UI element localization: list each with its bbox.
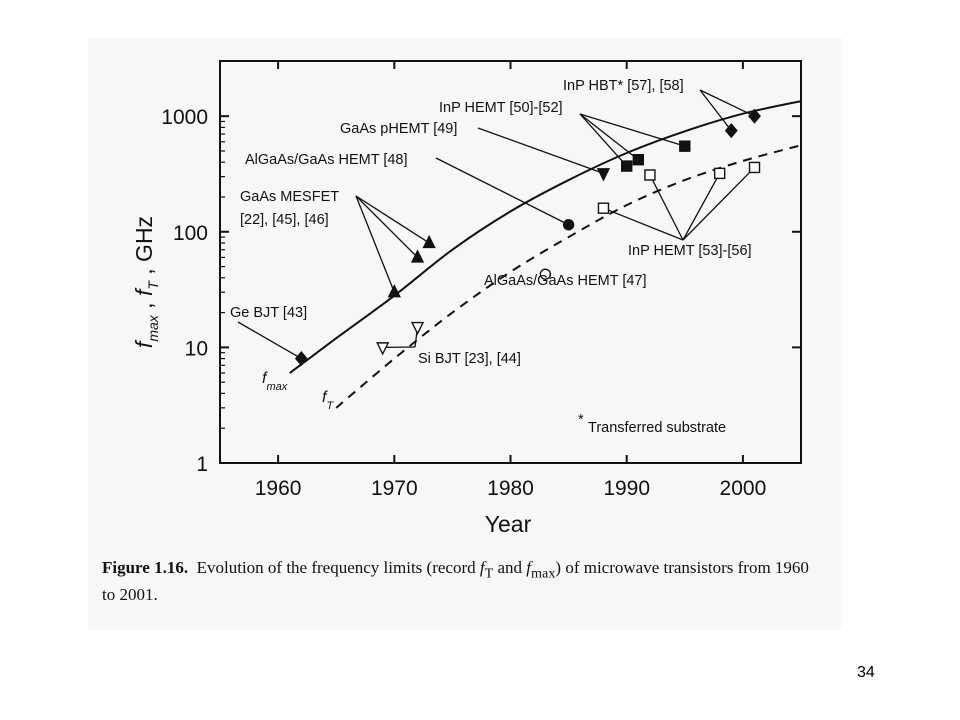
- leader-line: [355, 195, 430, 244]
- marker-triangle-down: [410, 321, 425, 336]
- marker-square: [597, 202, 610, 214]
- leader-line: [435, 157, 569, 226]
- marker-triangle-down: [596, 168, 611, 182]
- annotation-ge-bjt: Ge BJT [43]: [230, 305, 307, 321]
- leader-line: [649, 174, 684, 241]
- annotation-gaas-mesfet: GaAs MESFET: [240, 189, 339, 205]
- caption-ft-sub: T: [484, 565, 494, 582]
- leader-lines: [237, 89, 755, 360]
- caption-text-a: Evolution of the frequency limits (recor…: [196, 558, 480, 577]
- x-tick-label: 1970: [371, 477, 418, 500]
- curve-fmax: [289, 100, 802, 374]
- x-tick-label: 1990: [603, 477, 650, 500]
- marker-triangle-up: [387, 284, 401, 298]
- footnote-star: *: [578, 412, 584, 428]
- figure-caption: Figure 1.16. Evolution of the frequency …: [102, 557, 822, 606]
- y-tick-label: 1000: [161, 106, 208, 129]
- x-tick-label: 1960: [255, 477, 302, 500]
- marker-square: [644, 169, 656, 181]
- x-tick-label: 2000: [720, 477, 767, 500]
- leader-line: [682, 167, 755, 241]
- y-tick-label: 1: [196, 453, 208, 476]
- annotation-transferred-substrate: Transferred substrate: [588, 420, 726, 436]
- caption-label: Figure 1.16.: [102, 558, 189, 577]
- leader-line: [579, 113, 639, 161]
- leader-line: [579, 113, 685, 147]
- caption-text-b: ) of microwave transistors from 1960 to …: [102, 558, 809, 605]
- annotation-gaas-mesfet-refs: [22], [45], [46]: [240, 212, 329, 228]
- annotation-inp-hemt-50-52: InP HEMT [50]-[52]: [439, 100, 563, 116]
- leader-line: [603, 207, 684, 241]
- x-tick-label: 1980: [487, 477, 534, 500]
- annotation-inp-hbt: InP HBT* [57], [58]: [563, 78, 684, 94]
- markers: [294, 108, 761, 367]
- annotation-si-bjt: Si BJT [23], [44]: [418, 351, 521, 367]
- y-axis-title: fmax , fT , GHz: [131, 216, 161, 348]
- marker-diamond: [724, 123, 738, 139]
- marker-triangle-up: [410, 249, 425, 263]
- curve-label-ft: fT: [322, 389, 334, 412]
- x-axis-title: Year: [485, 511, 532, 537]
- leader-line: [237, 321, 302, 360]
- marker-square: [748, 161, 761, 174]
- y-tick-label: 100: [173, 222, 208, 245]
- y-tick-label: 10: [185, 337, 208, 360]
- annotation-algaas-hemt-48: AlGaAs/GaAs HEMT [48]: [245, 152, 408, 168]
- scanned-figure: [88, 38, 842, 630]
- annotation-inp-hemt-53-56: InP HEMT [53]-[56]: [628, 243, 752, 259]
- marker-triangle-up: [422, 234, 436, 249]
- annotation-gaas-phemt: GaAs pHEMT [49]: [340, 121, 457, 137]
- caption-fmax-sub: max: [531, 565, 556, 582]
- leader-line: [682, 173, 721, 241]
- caption-ft-f: f: [479, 558, 485, 577]
- marker-square: [679, 140, 691, 152]
- curve-label-fmax: fmax: [262, 370, 288, 393]
- annotation-algaas-hemt-47: AlGaAs/GaAs HEMT [47]: [484, 273, 647, 289]
- marker-circle: [539, 268, 552, 280]
- leader-line: [355, 195, 418, 258]
- axis-ticks: 1960 1970 1980 1990 2000 1 10 100 1000: [161, 61, 801, 500]
- marker-diamond: [294, 351, 308, 367]
- marker-square: [632, 154, 645, 166]
- marker-circle: [562, 219, 575, 231]
- marker-square: [713, 167, 726, 180]
- marker-square: [621, 160, 633, 172]
- marker-triangle-down: [376, 342, 390, 356]
- page-number: 34: [857, 664, 875, 681]
- marker-diamond: [748, 108, 761, 124]
- caption-fmax-f: f: [526, 558, 532, 577]
- leader-line: [355, 195, 395, 293]
- leader-line: [477, 127, 604, 174]
- caption-and: and: [493, 558, 527, 577]
- leader-line: [579, 113, 628, 167]
- leader-line: [699, 89, 732, 132]
- leader-line: [699, 89, 755, 117]
